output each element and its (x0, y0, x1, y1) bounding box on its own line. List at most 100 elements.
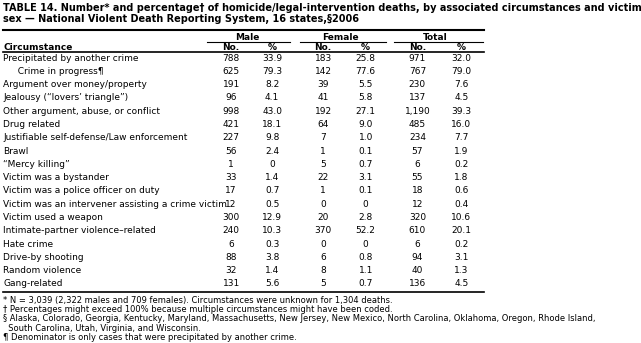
Text: No.: No. (222, 43, 240, 52)
Text: Precipitated by another crime: Precipitated by another crime (3, 54, 138, 63)
Text: 142: 142 (315, 67, 331, 76)
Text: 17: 17 (226, 187, 237, 196)
Text: 1: 1 (320, 146, 326, 156)
Text: 1: 1 (228, 160, 234, 169)
Text: Victim used a weapon: Victim used a weapon (3, 213, 103, 222)
Text: 5: 5 (320, 280, 326, 288)
Text: 18: 18 (412, 187, 423, 196)
Text: 9.0: 9.0 (358, 120, 373, 129)
Text: 22: 22 (317, 173, 329, 182)
Text: 3.1: 3.1 (454, 253, 469, 262)
Text: Female: Female (322, 34, 359, 43)
Text: 55: 55 (412, 173, 423, 182)
Text: 625: 625 (222, 67, 240, 76)
Text: 0.8: 0.8 (358, 253, 373, 262)
Text: TABLE 14. Number* and percentage† of homicide/legal-intervention deaths, by asso: TABLE 14. Number* and percentage† of hom… (3, 3, 641, 13)
Text: 0.3: 0.3 (265, 239, 279, 249)
Text: 971: 971 (409, 54, 426, 63)
Text: Random violence: Random violence (3, 266, 81, 275)
Text: 8.2: 8.2 (265, 80, 279, 89)
Text: 39.3: 39.3 (451, 107, 472, 116)
Text: Circumstance: Circumstance (3, 43, 72, 52)
Text: 33.9: 33.9 (262, 54, 282, 63)
Text: 94: 94 (412, 253, 423, 262)
Text: “Mercy killing”: “Mercy killing” (3, 160, 70, 169)
Text: 6: 6 (320, 253, 326, 262)
Text: Drive-by shooting: Drive-by shooting (3, 253, 84, 262)
Text: 18.1: 18.1 (262, 120, 282, 129)
Text: 1.1: 1.1 (358, 266, 373, 275)
Text: 27.1: 27.1 (356, 107, 376, 116)
Text: Total: Total (422, 34, 447, 43)
Text: 0.6: 0.6 (454, 187, 469, 196)
Text: 7.7: 7.7 (454, 133, 469, 142)
Text: 2.4: 2.4 (265, 146, 279, 156)
Text: Justifiable self-defense/Law enforcement: Justifiable self-defense/Law enforcement (3, 133, 187, 142)
Text: † Percentages might exceed 100% because multiple circumstances might have been c: † Percentages might exceed 100% because … (3, 305, 393, 314)
Text: 6: 6 (415, 239, 420, 249)
Text: Victim was an intervener assisting a crime victim: Victim was an intervener assisting a cri… (3, 200, 227, 209)
Text: 41: 41 (317, 93, 329, 103)
Text: Hate crime: Hate crime (3, 239, 53, 249)
Text: No.: No. (315, 43, 331, 52)
Text: 320: 320 (409, 213, 426, 222)
Text: 10.3: 10.3 (262, 226, 282, 235)
Text: 1,190: 1,190 (404, 107, 430, 116)
Text: 0.5: 0.5 (265, 200, 279, 209)
Text: Victim was a bystander: Victim was a bystander (3, 173, 109, 182)
Text: 5: 5 (320, 160, 326, 169)
Text: 5.6: 5.6 (265, 280, 279, 288)
Text: 300: 300 (222, 213, 240, 222)
Text: 20.1: 20.1 (451, 226, 471, 235)
Text: South Carolina, Utah, Virginia, and Wisconsin.: South Carolina, Utah, Virginia, and Wisc… (3, 324, 201, 333)
Text: 16.0: 16.0 (451, 120, 472, 129)
Text: 2.8: 2.8 (358, 213, 373, 222)
Text: 8: 8 (320, 266, 326, 275)
Text: 56: 56 (226, 146, 237, 156)
Text: 192: 192 (315, 107, 331, 116)
Text: 0: 0 (320, 239, 326, 249)
Text: 64: 64 (317, 120, 329, 129)
Text: 5.8: 5.8 (358, 93, 373, 103)
Text: 1.8: 1.8 (454, 173, 469, 182)
Text: Gang-related: Gang-related (3, 280, 63, 288)
Text: Victim was a police officer on duty: Victim was a police officer on duty (3, 187, 160, 196)
Text: 12: 12 (412, 200, 423, 209)
Text: 1.4: 1.4 (265, 266, 279, 275)
Text: 39: 39 (317, 80, 329, 89)
Text: ¶ Denominator is only cases that were precipitated by another crime.: ¶ Denominator is only cases that were pr… (3, 333, 297, 342)
Text: 32.0: 32.0 (451, 54, 471, 63)
Text: 7.6: 7.6 (454, 80, 469, 89)
Text: 88: 88 (226, 253, 237, 262)
Text: 131: 131 (222, 280, 240, 288)
Text: %: % (457, 43, 466, 52)
Text: %: % (268, 43, 277, 52)
Text: 0.2: 0.2 (454, 239, 469, 249)
Text: 191: 191 (222, 80, 240, 89)
Text: 485: 485 (409, 120, 426, 129)
Text: 43.0: 43.0 (262, 107, 282, 116)
Text: 4.5: 4.5 (454, 280, 469, 288)
Text: 136: 136 (409, 280, 426, 288)
Text: 6: 6 (228, 239, 234, 249)
Text: Intimate-partner violence–related: Intimate-partner violence–related (3, 226, 156, 235)
Text: sex — National Violent Death Reporting System, 16 states,§2006: sex — National Violent Death Reporting S… (3, 14, 359, 24)
Text: Brawl: Brawl (3, 146, 28, 156)
Text: 4.1: 4.1 (265, 93, 279, 103)
Text: 9.8: 9.8 (265, 133, 279, 142)
Text: 0: 0 (363, 200, 369, 209)
Text: 25.8: 25.8 (356, 54, 376, 63)
Text: %: % (361, 43, 370, 52)
Text: 40: 40 (412, 266, 423, 275)
Text: 7: 7 (320, 133, 326, 142)
Text: 610: 610 (409, 226, 426, 235)
Text: 12: 12 (226, 200, 237, 209)
Text: 0: 0 (320, 200, 326, 209)
Text: Drug related: Drug related (3, 120, 60, 129)
Text: 10.6: 10.6 (451, 213, 472, 222)
Text: 5.5: 5.5 (358, 80, 373, 89)
Text: 1.3: 1.3 (454, 266, 469, 275)
Text: 137: 137 (409, 93, 426, 103)
Text: 1: 1 (320, 187, 326, 196)
Text: * N = 3,039 (2,322 males and 709 females). Circumstances were unknown for 1,304 : * N = 3,039 (2,322 males and 709 females… (3, 296, 393, 305)
